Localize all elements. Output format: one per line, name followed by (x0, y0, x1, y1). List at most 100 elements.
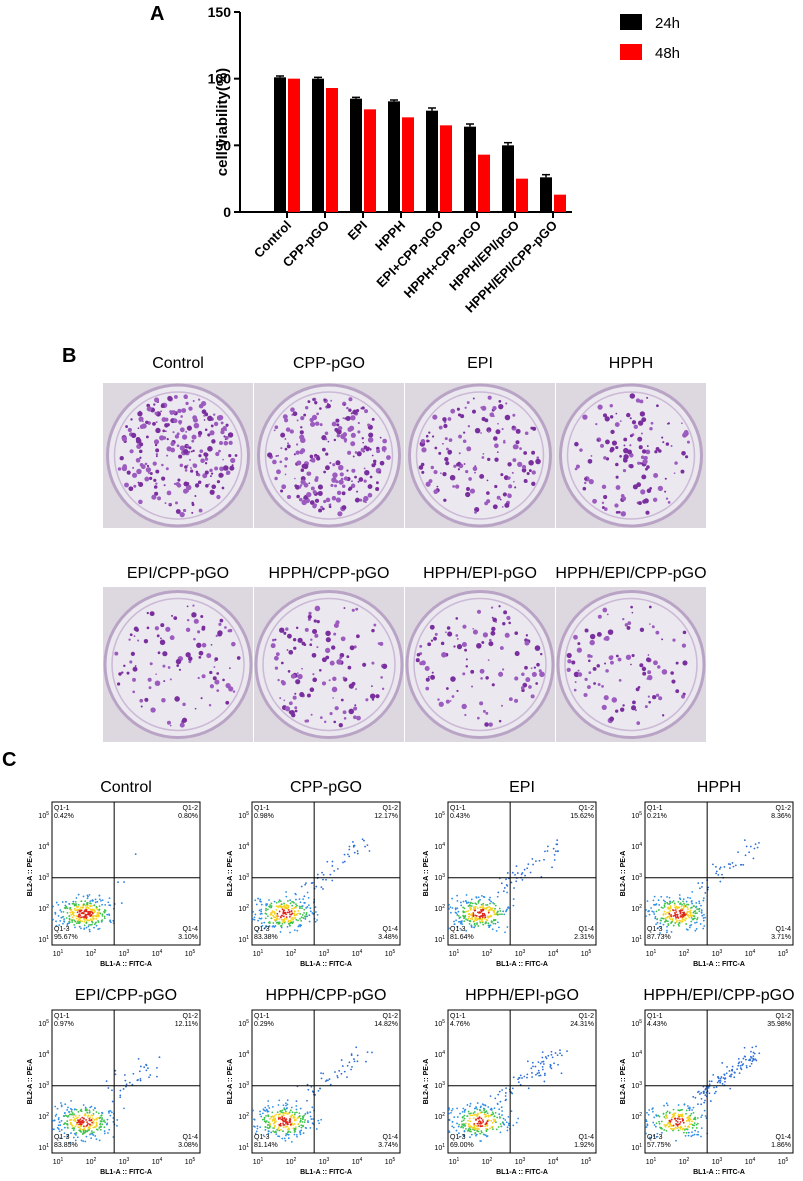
event-dot (685, 917, 688, 920)
event-dot (95, 1111, 98, 1113)
event-dot (269, 1125, 271, 1128)
event-dot (694, 1118, 697, 1121)
event-dot (56, 1107, 59, 1110)
colony (162, 664, 166, 668)
event-dot (507, 1122, 510, 1125)
y-axis-label: BL2-A :: PE-A (227, 851, 234, 897)
event-dot (57, 1128, 60, 1130)
dish-inner (262, 597, 396, 732)
x-tick-label: 105 (778, 1157, 789, 1166)
quadrant-name: Q1-4 (182, 926, 198, 933)
bar (288, 78, 300, 213)
colony (583, 692, 588, 698)
event-dot (731, 1065, 734, 1068)
event-dot (661, 1131, 663, 1134)
colony (592, 666, 597, 671)
event-dot (684, 1134, 687, 1137)
event-dot (299, 901, 302, 904)
event-dot (668, 911, 671, 914)
event-dot (105, 1080, 108, 1083)
event-dot (57, 1116, 60, 1119)
event-dot (285, 1104, 287, 1107)
colony (347, 427, 353, 432)
event-dot (474, 918, 477, 921)
event-dot (680, 1115, 683, 1118)
event-dot (737, 1062, 740, 1065)
event-dot (264, 1126, 267, 1128)
x-tick-label: 101 (253, 949, 264, 958)
colony (331, 495, 337, 501)
event-dot (482, 906, 485, 909)
event-dot (310, 1085, 313, 1088)
event-dot (63, 1123, 65, 1126)
event-dot (671, 901, 674, 904)
colony (147, 677, 152, 682)
colony (338, 479, 344, 485)
event-dot (702, 897, 705, 900)
event-dot (85, 921, 88, 924)
colony (642, 671, 647, 676)
event-dot (454, 911, 457, 914)
event-dot (82, 912, 85, 915)
event-dot (672, 1113, 675, 1116)
event-dot (663, 1116, 666, 1118)
event-dot (84, 915, 87, 918)
colony (378, 471, 382, 474)
event-dot (484, 1104, 487, 1107)
event-dot (69, 1107, 72, 1110)
event-dot (560, 1072, 563, 1075)
colony (419, 661, 424, 666)
colony (314, 421, 320, 426)
event-dot (78, 913, 80, 916)
tick-exponent: 5 (246, 811, 249, 817)
bar (326, 88, 338, 212)
event-dot (448, 903, 450, 906)
event-dot (92, 1109, 95, 1111)
event-dot (685, 1112, 687, 1115)
colony (356, 634, 360, 639)
dish-inner (415, 391, 545, 520)
colony (631, 611, 634, 614)
event-dot (531, 858, 534, 860)
quadrant-name: Q1-1 (450, 1013, 466, 1020)
event-dot (458, 920, 460, 923)
y-tick-label: 105 (238, 811, 249, 820)
event-dot (81, 1116, 84, 1119)
event-dot (56, 1126, 59, 1129)
colony (587, 685, 591, 689)
event-dot (281, 1116, 284, 1118)
event-dot (301, 1118, 304, 1121)
event-dot (314, 906, 317, 909)
event-dot (461, 920, 463, 922)
event-dot (656, 1132, 659, 1135)
quadrant-percent: 2.31% (574, 934, 594, 941)
event-dot (532, 863, 534, 866)
event-dot (682, 913, 685, 915)
event-dot (90, 1119, 93, 1122)
event-dot (497, 910, 499, 913)
colony (487, 395, 492, 400)
colony (176, 444, 180, 448)
event-dot (83, 918, 86, 921)
tick-exponent: 5 (786, 1157, 789, 1163)
x-tick-label: 104 (352, 949, 363, 958)
event-dot (266, 903, 268, 905)
colony (507, 493, 512, 499)
event-dot (659, 922, 662, 925)
colony (379, 460, 385, 466)
event-dot (752, 1058, 755, 1061)
colony (350, 432, 356, 438)
event-dot (485, 1127, 488, 1130)
colony (314, 633, 319, 638)
event-dot (280, 906, 283, 909)
event-dot (338, 1069, 341, 1072)
event-dot (470, 907, 472, 910)
colony (315, 476, 319, 480)
event-dot (62, 915, 65, 918)
event-dot (106, 1122, 109, 1125)
tick-base: 10 (152, 951, 160, 958)
tick-exponent: 1 (457, 949, 460, 955)
event-dot (674, 1126, 677, 1129)
event-dot (492, 902, 494, 904)
event-dot (287, 1133, 290, 1136)
